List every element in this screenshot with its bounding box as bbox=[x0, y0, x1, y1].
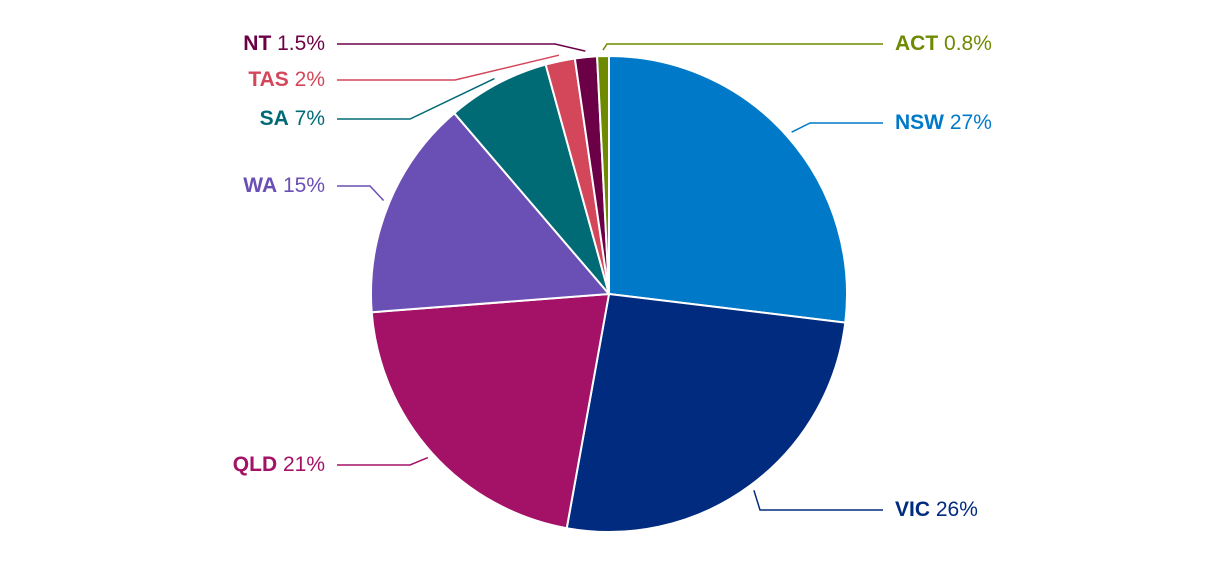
value-label: 21% bbox=[283, 453, 325, 476]
value-label: 26% bbox=[936, 498, 978, 521]
slice-label: ACT 0.8% bbox=[895, 32, 992, 55]
category-label: QLD bbox=[233, 453, 277, 476]
category-label: NSW bbox=[895, 111, 944, 134]
category-label: SA bbox=[260, 107, 289, 130]
value-label: 2% bbox=[295, 68, 325, 91]
category-label: TAS bbox=[248, 68, 288, 91]
leader-line bbox=[337, 77, 495, 120]
value-label: 0.8% bbox=[944, 32, 992, 55]
slice-label: NSW 27% bbox=[895, 111, 992, 134]
leader-line bbox=[337, 54, 560, 81]
slice-label: VIC 26% bbox=[895, 498, 978, 521]
value-label: 15% bbox=[283, 174, 325, 197]
pie-slice bbox=[370, 292, 611, 530]
leader-line bbox=[337, 456, 429, 466]
value-label: 27% bbox=[950, 111, 992, 134]
slice-label: NT 1.5% bbox=[243, 32, 325, 55]
pie-slice bbox=[565, 292, 847, 533]
leader-line bbox=[791, 122, 883, 133]
pie-slice bbox=[596, 54, 610, 295]
leader-line bbox=[602, 43, 883, 51]
category-label: ACT bbox=[895, 32, 938, 55]
category-label: NT bbox=[243, 32, 271, 55]
slice-label: WA 15% bbox=[243, 174, 325, 197]
value-label: 1.5% bbox=[277, 32, 325, 55]
slice-label: TAS 2% bbox=[248, 68, 325, 91]
leader-line bbox=[753, 490, 883, 511]
leader-line bbox=[337, 185, 385, 202]
value-label: 7% bbox=[295, 107, 325, 130]
category-label: VIC bbox=[895, 498, 930, 521]
pie-slice bbox=[608, 54, 848, 324]
slice-label: SA 7% bbox=[260, 107, 325, 130]
slice-label: QLD 21% bbox=[233, 453, 325, 476]
pie-slice bbox=[370, 111, 612, 314]
pie-slice bbox=[452, 63, 610, 295]
category-label: WA bbox=[243, 174, 277, 197]
leader-line bbox=[337, 43, 586, 52]
